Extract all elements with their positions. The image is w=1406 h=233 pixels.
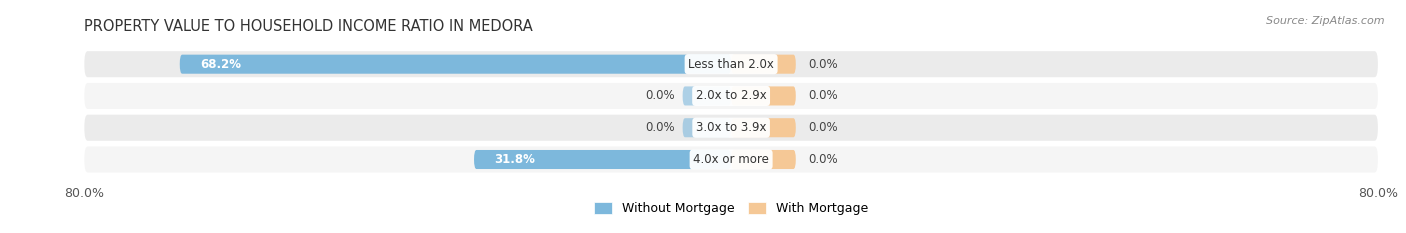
Text: PROPERTY VALUE TO HOUSEHOLD INCOME RATIO IN MEDORA: PROPERTY VALUE TO HOUSEHOLD INCOME RATIO…: [84, 19, 533, 34]
FancyBboxPatch shape: [84, 83, 1378, 109]
FancyBboxPatch shape: [474, 150, 731, 169]
FancyBboxPatch shape: [84, 147, 1378, 172]
FancyBboxPatch shape: [731, 150, 796, 169]
FancyBboxPatch shape: [84, 51, 1378, 77]
Text: 0.0%: 0.0%: [808, 89, 838, 103]
Text: 0.0%: 0.0%: [645, 89, 675, 103]
FancyBboxPatch shape: [731, 118, 796, 137]
Text: 0.0%: 0.0%: [808, 153, 838, 166]
FancyBboxPatch shape: [84, 115, 1378, 141]
Text: 3.0x to 3.9x: 3.0x to 3.9x: [696, 121, 766, 134]
FancyBboxPatch shape: [731, 86, 796, 106]
Text: 68.2%: 68.2%: [200, 58, 240, 71]
Text: 0.0%: 0.0%: [808, 58, 838, 71]
Text: 2.0x to 2.9x: 2.0x to 2.9x: [696, 89, 766, 103]
FancyBboxPatch shape: [683, 118, 731, 137]
Text: Less than 2.0x: Less than 2.0x: [688, 58, 775, 71]
Text: 0.0%: 0.0%: [645, 121, 675, 134]
FancyBboxPatch shape: [683, 86, 731, 106]
FancyBboxPatch shape: [731, 55, 796, 74]
FancyBboxPatch shape: [180, 55, 731, 74]
Legend: Without Mortgage, With Mortgage: Without Mortgage, With Mortgage: [589, 197, 873, 220]
Text: 0.0%: 0.0%: [808, 121, 838, 134]
Text: 31.8%: 31.8%: [495, 153, 536, 166]
Text: Source: ZipAtlas.com: Source: ZipAtlas.com: [1267, 16, 1385, 26]
Text: 4.0x or more: 4.0x or more: [693, 153, 769, 166]
